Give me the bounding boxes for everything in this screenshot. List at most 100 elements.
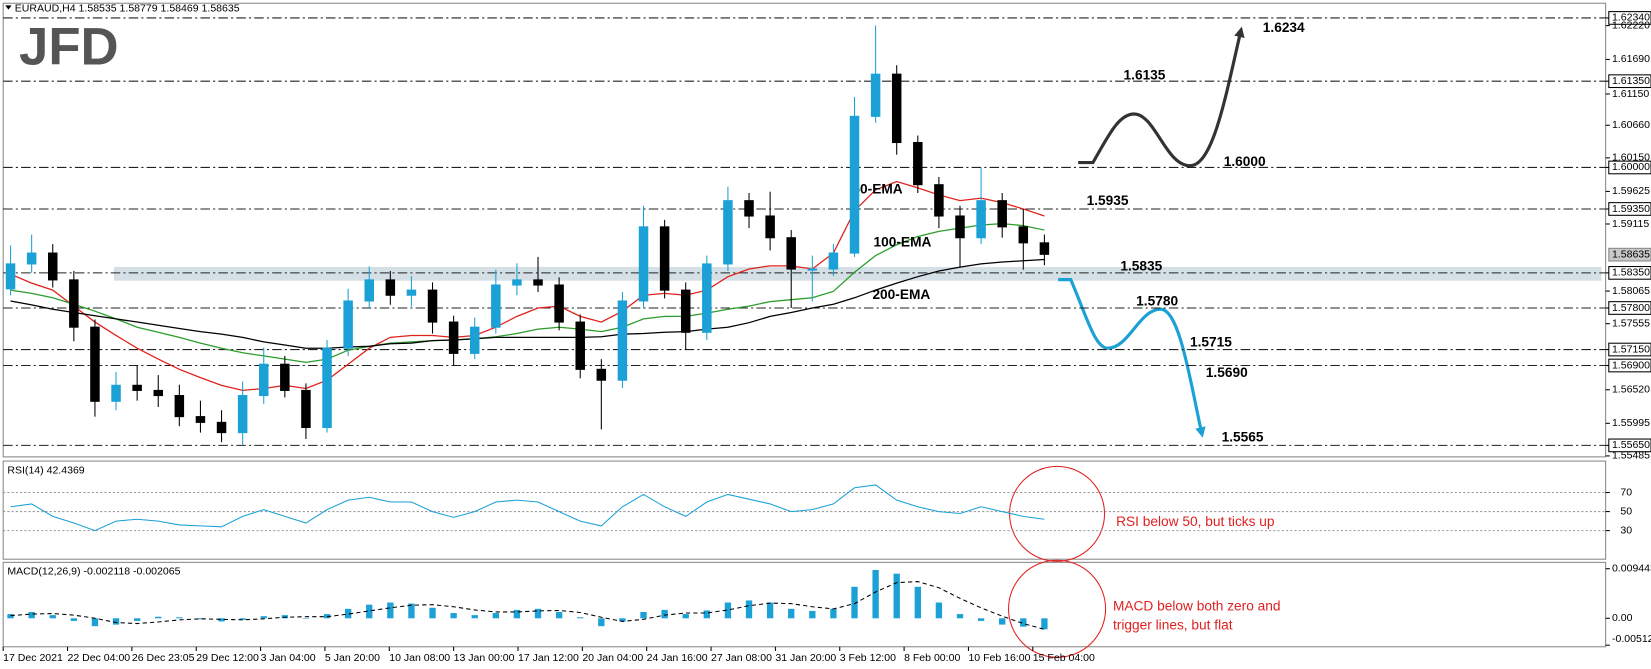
macd-bar	[851, 586, 858, 619]
candle-body	[533, 279, 543, 286]
candle-body	[343, 300, 353, 349]
x-tick-label: 17 Dec 2021	[3, 652, 63, 664]
y-tick-label: 1.57555	[1612, 317, 1650, 329]
macd-bar	[492, 613, 499, 619]
macd-bar	[914, 586, 921, 619]
panel-header: EURAUD,H4 1.58535 1.58779 1.58469 1.5863…	[15, 2, 240, 14]
rsi-panel	[2, 460, 1607, 560]
support-zone	[113, 266, 1602, 281]
y-tick-label: 50	[1620, 505, 1632, 517]
x-tick-label: 10 Jan 08:00	[389, 652, 450, 664]
macd-bar	[788, 608, 795, 619]
candle-body	[216, 421, 227, 434]
macd-bar	[619, 618, 626, 622]
macd-bar	[577, 617, 584, 619]
y-tick-label: 1.61350	[1612, 75, 1650, 87]
candle-body	[575, 321, 585, 370]
macd-bar	[766, 602, 774, 619]
macd-bar	[176, 617, 183, 619]
macd-bar	[450, 613, 457, 619]
ema-label: 200-EMA	[872, 287, 930, 302]
y-tick-label: 1.59115	[1612, 218, 1649, 230]
y-tick-label: -0.005124	[1612, 633, 1651, 645]
y-tick-label: 1.59625	[1612, 185, 1650, 197]
y-tick-label: 0.009443	[1612, 562, 1651, 574]
level-label: 1.5565	[1222, 430, 1264, 445]
x-tick-label: 5 Jan 20:00	[325, 652, 380, 664]
candle-body	[448, 321, 459, 354]
candle-body	[406, 289, 417, 296]
highlight-circle	[1009, 465, 1106, 562]
candle-body	[828, 252, 839, 270]
x-tick-label: 17 Jan 12:00	[518, 652, 579, 664]
y-tick-label: 1.58350	[1612, 267, 1650, 279]
candle-body	[26, 252, 37, 265]
highlight-circle	[1008, 559, 1107, 658]
level-label: 1.5690	[1206, 365, 1248, 380]
macd-bar	[1020, 618, 1027, 627]
macd-bar	[640, 611, 647, 619]
candle-body	[849, 115, 860, 254]
candle-body	[48, 252, 58, 281]
level-label: 1.5715	[1190, 335, 1232, 350]
macd-panel	[2, 561, 1607, 648]
current-price-box	[1608, 247, 1651, 262]
level-price-box	[1608, 160, 1651, 175]
candle-body	[301, 389, 311, 429]
macd-bar	[197, 618, 204, 620]
macd-bar	[429, 607, 436, 619]
x-tick-label: 13 Jan 00:00	[454, 652, 515, 664]
level-label: 1.6000	[1224, 154, 1266, 169]
candle-body	[913, 142, 923, 186]
menu-triangle	[5, 5, 12, 10]
candle-body	[765, 215, 775, 239]
main-panel	[2, 2, 1607, 458]
candle-body	[491, 284, 501, 328]
candle-body	[870, 73, 881, 117]
annotation: RSI below 50, but ticks up	[1116, 514, 1275, 529]
macd-bar	[513, 609, 521, 619]
x-tick-label: 3 Jan 04:00	[261, 652, 316, 664]
panel-header: RSI(14) 42.4369	[7, 464, 84, 476]
y-tick-label: 1.61690	[1612, 53, 1650, 65]
candle-body	[237, 395, 248, 434]
candle-body	[659, 226, 670, 291]
macd-bar	[935, 602, 943, 619]
candle-body	[638, 226, 649, 302]
logo: JFD	[19, 18, 119, 77]
candle-body	[111, 384, 121, 402]
x-tick-label: 15 Feb 04:00	[1033, 652, 1095, 664]
macd-bar	[809, 610, 816, 619]
x-tick-label: 3 Feb 12:00	[840, 652, 896, 664]
signal-line	[10, 581, 1045, 630]
macd-bar	[155, 616, 162, 619]
candle-body	[807, 268, 818, 271]
macd-bar	[682, 614, 689, 619]
y-tick-label: 1.56520	[1612, 384, 1650, 396]
y-tick-label: 0.00	[1612, 612, 1633, 624]
candle-body	[322, 347, 332, 429]
macd-bar	[70, 618, 78, 621]
macd-bar	[534, 608, 542, 619]
level-label: 1.5835	[1120, 259, 1162, 274]
ema-label: 100-EMA	[874, 234, 932, 249]
candle-body	[596, 368, 607, 381]
macd-bar	[49, 615, 56, 619]
y-tick-label: 1.58065	[1612, 285, 1650, 297]
level-label: 1.6135	[1124, 68, 1166, 83]
macd-bar	[112, 618, 120, 625]
candle-body	[90, 326, 100, 402]
x-tick-label: 24 Jan 16:00	[647, 652, 708, 664]
y-tick-label: 1.59350	[1612, 203, 1650, 215]
candle-body	[385, 279, 396, 296]
annotation: trigger lines, but flat	[1113, 617, 1233, 632]
panel-header: MACD(12,26,9) -0.002118 -0.002065	[7, 566, 180, 578]
ema-line	[10, 258, 1045, 349]
candle-body	[744, 200, 754, 217]
level-label: 1.5780	[1136, 293, 1178, 308]
candle-body	[195, 416, 206, 423]
candle-body	[153, 389, 163, 397]
macd-bar	[260, 616, 267, 619]
